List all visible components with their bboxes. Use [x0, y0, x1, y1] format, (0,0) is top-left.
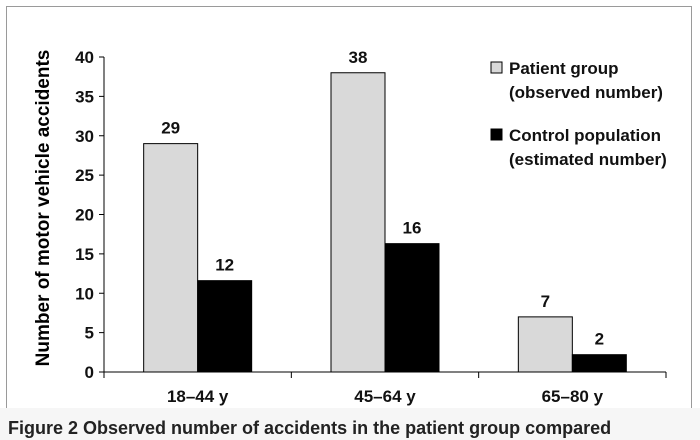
legend: Patient group (observed number) Control po… — [490, 59, 667, 169]
bar-patient-group — [517, 316, 573, 373]
legend-swatch-control-population — [490, 128, 503, 141]
bar-control-population — [197, 280, 253, 373]
figure-caption: Figure 2 Observed number of accidents in… — [0, 408, 700, 440]
legend-label: Patient group — [509, 59, 619, 78]
bar-control-population — [384, 243, 440, 373]
data-label: 16 — [403, 219, 422, 238]
bar-control-population — [571, 354, 627, 373]
x-tick-label: 65–80 y — [542, 387, 604, 406]
data-label: 12 — [215, 256, 234, 275]
bar-patient-group — [330, 72, 386, 373]
y-axis: 0 5 10 15 20 25 30 35 40 — [75, 48, 105, 382]
y-tick-label: 35 — [75, 87, 94, 106]
bars: 29 12 38 16 7 2 — [143, 48, 627, 373]
y-tick-label: 40 — [75, 48, 94, 67]
legend-label: (observed number) — [509, 83, 663, 102]
legend-swatch-patient-group — [490, 61, 503, 74]
x-tick-label: 18–44 y — [167, 387, 229, 406]
y-axis-label: Number of motor vehicle accidents — [33, 50, 54, 367]
y-tick-label: 30 — [75, 127, 94, 146]
x-tick-label: 45–64 y — [354, 387, 416, 406]
x-axis: 18–44 y 45–64 y 65–80 y — [103, 371, 667, 406]
y-tick-label: 10 — [75, 284, 94, 303]
figure-caption-text: Figure 2 Observed number of accidents in… — [8, 418, 612, 438]
y-tick-label: 20 — [75, 206, 94, 225]
data-label: 2 — [595, 330, 604, 349]
data-label: 29 — [161, 119, 180, 138]
y-tick-label: 15 — [75, 245, 94, 264]
bar-patient-group — [143, 143, 199, 373]
legend-label: Control population — [509, 126, 661, 145]
legend-label: (estimated number) — [509, 150, 667, 169]
data-label: 38 — [349, 48, 368, 67]
data-label: 7 — [541, 292, 550, 311]
y-tick-label: 5 — [85, 324, 94, 343]
bar-chart: Number of motor vehicle accidents 0 5 10 15… — [33, 48, 667, 406]
y-tick-label: 0 — [85, 363, 94, 382]
y-tick-label: 25 — [75, 166, 94, 185]
